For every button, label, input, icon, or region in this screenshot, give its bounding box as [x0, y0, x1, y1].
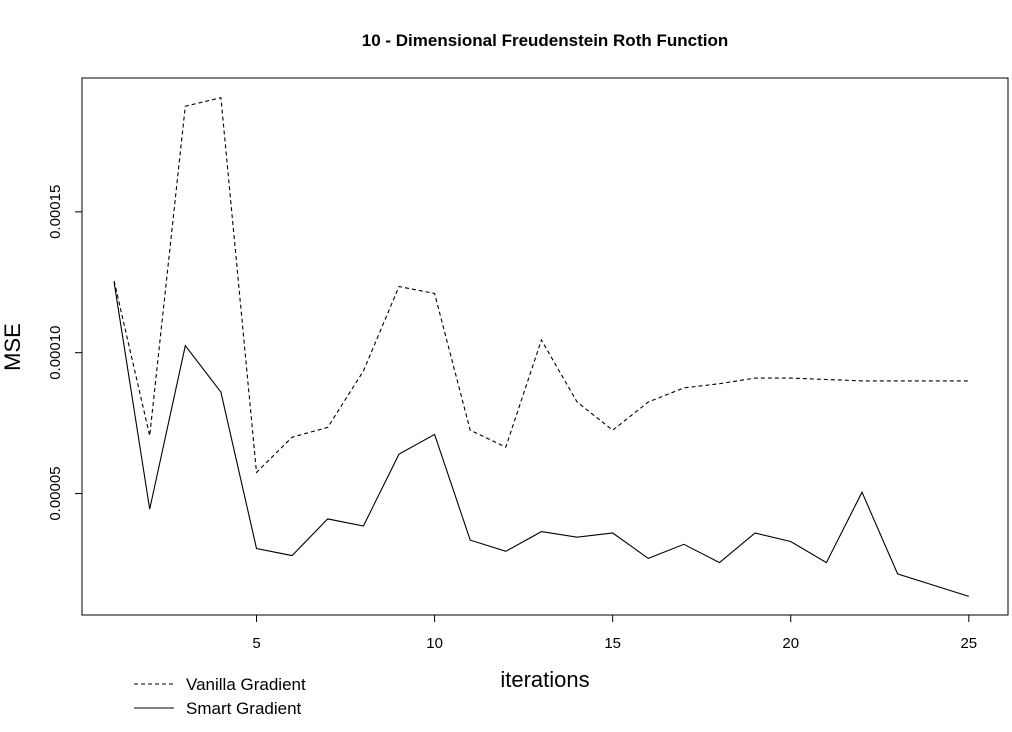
series-layer: [113, 97, 969, 597]
x-tick-label: 25: [960, 635, 977, 652]
x-tick-label: 20: [782, 635, 799, 652]
plot-area: [81, 77, 1009, 616]
y-tick-label: 0.00005: [47, 466, 64, 520]
y-tick-label: 0.00010: [47, 326, 64, 380]
series-line-smart-gradient: [113, 282, 969, 597]
y-axis-label: MSE: [0, 323, 25, 371]
x-tick-label: 10: [426, 635, 443, 652]
series-line-vanilla-gradient: [113, 97, 969, 474]
legend-label: Vanilla Gradient: [186, 675, 306, 694]
x-tick-label: 15: [604, 635, 621, 652]
legend: Vanilla Gradient Smart Gradient: [134, 675, 306, 718]
y-tick-label: 0.00015: [47, 185, 64, 239]
x-axis: 5 10 15 20 25: [252, 615, 977, 652]
x-axis-label: iterations: [500, 667, 589, 692]
x-tick-label: 5: [252, 635, 260, 652]
y-axis: 0.00005 0.00010 0.00015: [47, 185, 82, 521]
chart-title: 10 - Dimensional Freudenstein Roth Funct…: [362, 31, 728, 50]
legend-label: Smart Gradient: [186, 699, 302, 718]
